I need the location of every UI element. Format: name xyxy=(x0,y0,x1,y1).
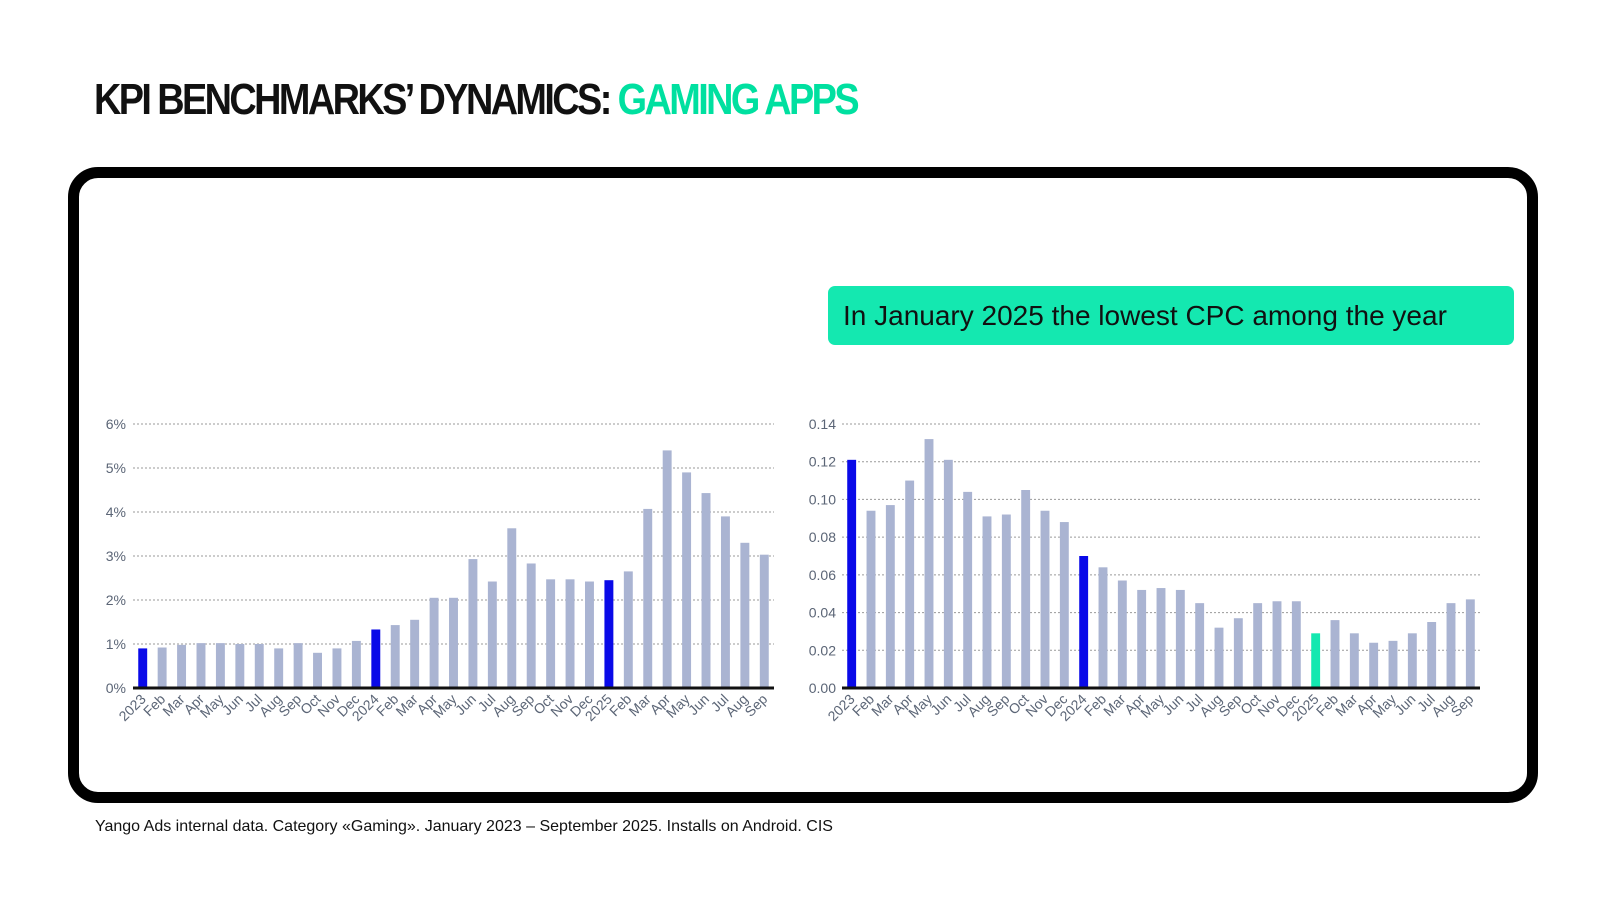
bar-25 xyxy=(1330,620,1340,688)
bar-28 xyxy=(682,472,692,688)
y-tick-label: 0.06 xyxy=(809,567,836,583)
bar-23 xyxy=(585,581,594,688)
y-tick-label: 1% xyxy=(106,636,126,652)
bar-14 xyxy=(1117,580,1127,688)
bar-17 xyxy=(468,559,478,688)
bar-0 xyxy=(847,459,857,688)
y-tick-label: 0.14 xyxy=(809,416,836,432)
bar-2 xyxy=(885,505,895,688)
bar-7 xyxy=(982,516,992,688)
bar-1 xyxy=(866,510,876,688)
bar-1 xyxy=(157,647,167,688)
bar-4 xyxy=(215,643,225,688)
bar-32 xyxy=(759,554,769,688)
chart-frame xyxy=(68,167,1538,803)
title-main: KPI BENCHMARKS’ DYNAMICS: xyxy=(94,75,618,124)
y-tick-label: 0.04 xyxy=(809,605,836,621)
y-tick-label: 0.12 xyxy=(809,454,836,470)
bar-24 xyxy=(1311,633,1321,688)
bar-11 xyxy=(351,640,361,688)
bar-3 xyxy=(196,643,206,688)
cpc-chart: 0.000.020.040.060.080.100.120.142023FebM… xyxy=(809,416,1480,724)
bar-23 xyxy=(1291,601,1301,688)
y-tick-label: 4% xyxy=(106,504,126,520)
callout-box: In January 2025 the lowest CPC among the… xyxy=(828,286,1514,345)
y-tick-label: 3% xyxy=(106,548,126,564)
x-tick-label: Sep xyxy=(1448,691,1477,720)
y-tick-label: 5% xyxy=(106,460,126,476)
bar-20 xyxy=(526,563,536,688)
bar-21 xyxy=(1253,603,1263,688)
callout-text: In January 2025 the lowest CPC among the… xyxy=(843,300,1447,331)
bar-30 xyxy=(1427,622,1437,688)
bar-31 xyxy=(740,542,750,688)
conversion-rate-chart: 0%1%2%3%4%5%6%2023FebMarAprMayJunJulAugS… xyxy=(106,416,774,724)
bar-10 xyxy=(332,648,342,688)
y-tick-label: 0% xyxy=(106,680,126,696)
x-tick-label: Sep xyxy=(741,691,770,720)
bar-29 xyxy=(1407,633,1417,688)
bar-4 xyxy=(924,439,934,688)
bar-7 xyxy=(274,648,284,688)
bar-16 xyxy=(449,597,458,688)
bar-6 xyxy=(963,491,973,688)
bar-19 xyxy=(507,528,517,688)
bar-5 xyxy=(235,644,245,688)
bar-8 xyxy=(1001,514,1011,688)
title-accent: GAMING APPS xyxy=(617,75,860,124)
bar-11 xyxy=(1059,522,1069,688)
bar-20 xyxy=(1233,618,1243,688)
bar-5 xyxy=(943,459,953,688)
bar-0 xyxy=(138,648,148,688)
bar-13 xyxy=(390,625,400,688)
bar-22 xyxy=(565,579,575,688)
bar-3 xyxy=(905,480,915,688)
bar-8 xyxy=(293,643,303,688)
bar-28 xyxy=(1388,640,1398,688)
bar-9 xyxy=(1021,490,1031,688)
slide-title: KPI BENCHMARKS’ DYNAMICS: GAMING APPS xyxy=(94,72,860,128)
bar-25 xyxy=(623,571,633,688)
bar-24 xyxy=(604,580,614,688)
bar-17 xyxy=(1175,589,1185,688)
bar-26 xyxy=(1349,633,1359,688)
bar-18 xyxy=(1195,603,1205,688)
bar-21 xyxy=(546,579,556,688)
bar-15 xyxy=(1137,589,1147,688)
y-tick-label: 0.08 xyxy=(809,529,836,545)
bar-12 xyxy=(1079,556,1089,688)
bar-14 xyxy=(410,619,420,688)
bar-15 xyxy=(429,597,439,688)
y-tick-label: 6% xyxy=(106,416,126,432)
y-tick-label: 2% xyxy=(106,592,126,608)
bar-27 xyxy=(662,450,672,688)
bar-27 xyxy=(1369,642,1379,688)
bar-6 xyxy=(254,644,264,688)
bar-12 xyxy=(371,629,381,688)
source-note: Yango Ads internal data. Category «Gamin… xyxy=(95,818,833,835)
bar-13 xyxy=(1098,567,1108,688)
bar-19 xyxy=(1214,627,1224,688)
bar-29 xyxy=(701,493,711,688)
bar-31 xyxy=(1446,603,1456,688)
bar-9 xyxy=(313,652,322,688)
bar-30 xyxy=(720,516,730,688)
bar-22 xyxy=(1272,601,1282,688)
bar-16 xyxy=(1156,588,1166,688)
bar-18 xyxy=(487,581,497,688)
y-tick-label: 0.02 xyxy=(809,642,836,658)
y-tick-label: 0.00 xyxy=(809,680,836,696)
bar-10 xyxy=(1040,510,1050,688)
bar-32 xyxy=(1465,599,1475,688)
y-tick-label: 0.10 xyxy=(809,491,836,507)
bar-26 xyxy=(643,508,653,688)
bar-2 xyxy=(177,644,187,688)
